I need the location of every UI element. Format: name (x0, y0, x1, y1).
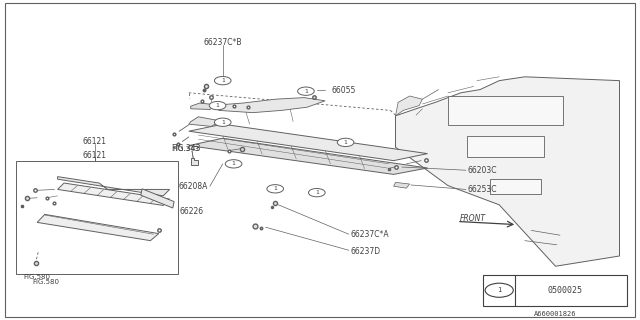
Polygon shape (37, 214, 159, 241)
Polygon shape (396, 96, 422, 116)
Polygon shape (396, 77, 620, 266)
Polygon shape (141, 189, 174, 208)
Text: 1: 1 (216, 103, 220, 108)
Text: 66121: 66121 (83, 151, 107, 160)
Text: 66121: 66121 (83, 137, 107, 146)
Text: 1: 1 (221, 120, 225, 125)
Bar (467, 136, 544, 157)
Text: 66237C*A: 66237C*A (351, 230, 389, 239)
Circle shape (214, 76, 231, 85)
Text: FIG.580: FIG.580 (24, 274, 51, 280)
Text: A660001826: A660001826 (534, 311, 577, 316)
Text: 0500025: 0500025 (547, 286, 582, 295)
Circle shape (225, 160, 242, 168)
Text: FIG.343: FIG.343 (172, 146, 199, 152)
Bar (448, 96, 563, 125)
Text: 1: 1 (273, 186, 277, 191)
Text: 1: 1 (344, 140, 348, 145)
Polygon shape (58, 177, 170, 196)
Text: 1: 1 (221, 78, 225, 83)
Text: 66237C*B: 66237C*B (204, 38, 242, 47)
Text: 66253C: 66253C (467, 185, 497, 194)
Text: 1: 1 (304, 89, 308, 94)
Polygon shape (191, 103, 218, 109)
Bar (16, 161, 178, 274)
Polygon shape (189, 117, 221, 126)
Circle shape (298, 87, 314, 95)
Polygon shape (191, 158, 198, 165)
Text: 1: 1 (232, 161, 236, 166)
Text: FIG.580: FIG.580 (33, 279, 60, 285)
Polygon shape (394, 182, 410, 188)
Bar (483, 275, 627, 306)
Text: 1: 1 (315, 190, 319, 195)
Polygon shape (189, 138, 428, 174)
Text: 1: 1 (497, 287, 501, 293)
Text: 66226: 66226 (179, 207, 204, 216)
Text: 66055: 66055 (332, 86, 356, 95)
Text: 66203C: 66203C (467, 166, 497, 175)
Polygon shape (58, 183, 170, 205)
Text: 66237D: 66237D (351, 247, 381, 256)
Circle shape (214, 118, 231, 126)
Polygon shape (218, 98, 325, 113)
Text: 66208A: 66208A (179, 182, 208, 191)
Bar (490, 179, 541, 194)
Circle shape (308, 188, 325, 197)
Circle shape (267, 185, 284, 193)
Text: FIG.343: FIG.343 (171, 144, 200, 153)
Circle shape (337, 138, 354, 147)
Circle shape (485, 283, 513, 297)
Polygon shape (189, 124, 428, 161)
Text: FRONT: FRONT (460, 214, 486, 223)
Circle shape (209, 101, 226, 110)
